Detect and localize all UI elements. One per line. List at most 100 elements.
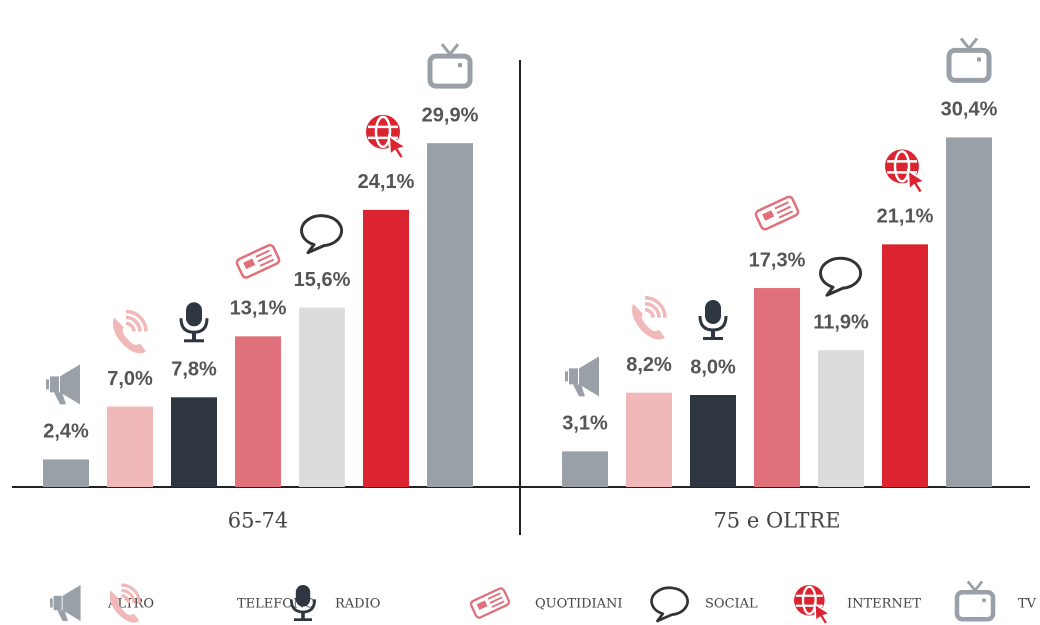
icon-part xyxy=(53,595,62,611)
icon-part xyxy=(62,585,81,621)
icon-part xyxy=(632,303,665,340)
icon-part xyxy=(977,57,981,62)
icon-part xyxy=(427,53,473,89)
icon-part xyxy=(300,214,344,255)
icon xyxy=(50,585,81,621)
icon xyxy=(113,309,148,354)
icon-part xyxy=(46,379,49,390)
value-label: 15,6% xyxy=(294,269,351,291)
value-label: 8,2% xyxy=(626,354,672,376)
icon-part xyxy=(579,356,599,397)
icon xyxy=(650,586,689,623)
bar xyxy=(754,288,800,487)
legend-label: QUOTIDIANI xyxy=(535,597,623,612)
icon-part xyxy=(476,600,488,610)
icon-part xyxy=(186,302,202,327)
value-label: 7,0% xyxy=(107,368,153,390)
icon-part xyxy=(946,47,992,83)
value-label: 13,1% xyxy=(230,298,287,320)
icon-part xyxy=(801,585,817,615)
bar xyxy=(946,137,992,487)
icon-part xyxy=(774,201,789,210)
icon-part xyxy=(711,330,715,338)
legend-label: SOCIAL xyxy=(705,597,758,612)
value-label: 21,1% xyxy=(877,206,934,228)
icon-part xyxy=(125,321,136,332)
icon-part xyxy=(50,598,53,608)
bar xyxy=(299,307,345,487)
bar xyxy=(562,451,608,487)
icon-part xyxy=(644,295,667,318)
icon-part xyxy=(966,580,984,593)
icon-part xyxy=(644,301,661,318)
icon-part xyxy=(50,376,59,393)
icon xyxy=(946,37,992,83)
icon-part xyxy=(959,37,979,51)
icon xyxy=(235,243,281,279)
bar xyxy=(43,459,89,487)
icon-part xyxy=(705,300,721,324)
bar xyxy=(235,336,281,487)
icon-part xyxy=(294,618,312,621)
icon-part xyxy=(60,364,80,405)
icon-part xyxy=(491,600,505,608)
legend-label: TELEFONO xyxy=(237,597,315,612)
icon-part xyxy=(125,309,148,332)
value-label: 8,0% xyxy=(690,356,736,378)
bar xyxy=(427,143,473,487)
icon xyxy=(565,356,599,397)
icon xyxy=(819,256,863,297)
icon-part xyxy=(489,596,503,604)
icon-part xyxy=(235,243,281,279)
value-label: 7,8% xyxy=(171,359,217,381)
icon-part xyxy=(565,371,568,382)
icon-part xyxy=(57,610,68,621)
value-label: 2,4% xyxy=(43,421,89,443)
icon-part xyxy=(778,210,794,219)
icon-part xyxy=(374,115,392,149)
icon-part xyxy=(387,133,409,161)
icon-part xyxy=(257,254,273,263)
icon xyxy=(632,295,667,340)
icon-part xyxy=(121,588,136,604)
legend-label: TV xyxy=(1018,597,1037,612)
icon-part xyxy=(954,589,996,622)
group-label: 65-74 xyxy=(228,509,289,533)
icon-part xyxy=(235,243,281,279)
icon-part xyxy=(982,598,986,603)
bar xyxy=(107,406,153,487)
bar xyxy=(882,244,928,487)
icon-part xyxy=(762,210,775,221)
bar xyxy=(690,395,736,487)
icon-part xyxy=(125,315,142,332)
group-label: 75 e OLTRE xyxy=(713,509,840,533)
icon xyxy=(289,585,317,621)
icon xyxy=(300,214,344,255)
icon xyxy=(698,300,728,340)
icon-part xyxy=(469,587,511,619)
icon-part xyxy=(295,585,311,607)
icon-part xyxy=(243,258,256,270)
icon-part xyxy=(121,583,141,604)
icon-part xyxy=(259,258,275,267)
icon xyxy=(366,114,409,161)
icon xyxy=(754,195,800,231)
icon-part xyxy=(113,317,146,354)
icon xyxy=(46,364,80,405)
icon-part xyxy=(301,612,305,620)
bar xyxy=(818,350,864,487)
icon-part xyxy=(440,43,460,57)
icon-part xyxy=(109,590,140,623)
legend-label: RADIO xyxy=(335,597,380,612)
icon-part xyxy=(458,63,462,68)
icon-part xyxy=(573,384,585,397)
icon xyxy=(954,580,996,622)
icon-part xyxy=(121,594,131,604)
icon-part xyxy=(813,602,833,625)
icon-part xyxy=(754,195,800,231)
icon-part xyxy=(776,205,792,214)
icon-part xyxy=(255,249,270,258)
value-label: 17,3% xyxy=(749,249,806,271)
legend-label: INTERNET xyxy=(847,597,921,612)
